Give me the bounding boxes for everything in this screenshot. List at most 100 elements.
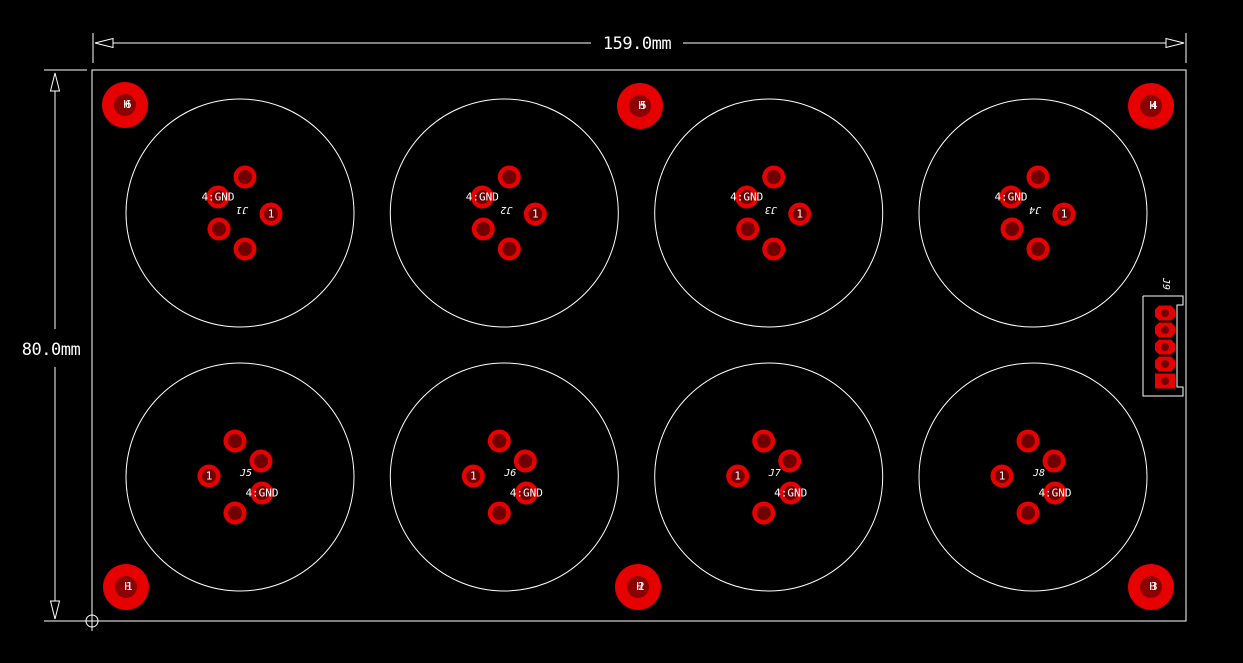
connector-pad-hole — [1161, 360, 1169, 368]
pad-hole — [739, 190, 754, 204]
pad-hole — [1004, 190, 1018, 204]
speaker-footprint-j3[interactable]: 4:GND 1 J3 — [654, 98, 884, 328]
pad-label-pin1: 1 — [796, 208, 803, 221]
speaker-footprint-j2[interactable]: 4:GND 1 J2 — [389, 98, 619, 328]
hole-drill — [115, 576, 137, 598]
pad-hole — [1031, 242, 1045, 256]
pad-hole — [475, 190, 490, 204]
connector-pad-hole — [1161, 343, 1169, 351]
pad-hole — [783, 486, 798, 500]
pad-hole — [766, 170, 781, 184]
pad-label-gnd: 4:GND — [245, 487, 278, 500]
origin-marker[interactable] — [82, 611, 102, 631]
pad-hole — [212, 222, 226, 236]
arrow-left-icon — [94, 37, 114, 49]
arrow-right-icon — [1165, 37, 1185, 49]
dimension-label-height: 80.0mm — [22, 340, 81, 360]
pad-label-gnd: 4:GND — [1038, 487, 1071, 500]
arrow-up-icon — [49, 72, 61, 92]
pad-hole — [740, 222, 755, 236]
hole-drill — [627, 576, 649, 598]
pad-hole — [502, 170, 517, 184]
hole-drill — [1140, 95, 1162, 117]
pad-hole — [730, 469, 745, 483]
ref-label: J1 — [236, 204, 249, 215]
pad-hole — [202, 469, 216, 483]
arrow-down-icon — [49, 600, 61, 620]
mounting-hole-h2[interactable]: H2 — [615, 564, 661, 610]
pad-label-pin1: 1 — [268, 208, 275, 221]
pad-hole — [264, 207, 278, 221]
pad-hole — [1057, 207, 1071, 221]
pad-hole — [792, 207, 807, 221]
speaker-footprint-j8[interactable]: 4:GND 1 J8 — [918, 362, 1148, 592]
pad-hole — [766, 242, 781, 256]
speaker-circle — [918, 98, 1148, 328]
dimension-horizontal[interactable]: 159.0mm — [92, 33, 1187, 63]
ref-label: J7 — [768, 468, 781, 479]
pad-hole — [502, 242, 517, 256]
pad-hole — [756, 506, 771, 520]
speaker-footprint-j1[interactable]: 4:GND 1 J1 — [125, 98, 355, 328]
hole-drill — [114, 94, 136, 116]
pad-label-pin1: 1 — [1061, 208, 1068, 221]
speaker-footprint-j4[interactable]: 4:GND 1 J4 — [918, 98, 1148, 328]
ref-label: J2 — [500, 204, 513, 215]
dimension-vertical[interactable]: 80.0mm — [22, 69, 87, 622]
origin-cross-icon — [82, 611, 102, 631]
speaker-circle — [654, 98, 884, 328]
pad-hole — [1021, 506, 1035, 520]
ref-label: J3 — [765, 204, 778, 215]
pad-hole — [228, 434, 242, 448]
connector-ref-label: J9 — [1160, 277, 1171, 290]
speaker-footprint-j6[interactable]: 4:GND 1 J6 — [389, 362, 619, 592]
speaker-circle — [125, 98, 355, 328]
pad-hole — [238, 242, 252, 256]
speaker-circle — [654, 362, 884, 592]
mounting-hole-h3[interactable]: H3 — [1128, 564, 1174, 610]
pad-hole — [519, 486, 534, 500]
board-outline[interactable] — [91, 69, 1187, 622]
pad-label-gnd: 4:GND — [730, 191, 763, 204]
pad-hole — [228, 506, 242, 520]
connector-pad-hole — [1161, 377, 1169, 385]
speaker-footprint-j7[interactable]: 4:GND 1 J7 — [654, 362, 884, 592]
pad-hole — [492, 506, 507, 520]
connector-outline — [1142, 295, 1184, 397]
pad-label-gnd: 4:GND — [466, 191, 499, 204]
pad-hole — [254, 454, 268, 468]
mounting-hole-h4[interactable]: H4 — [1128, 83, 1174, 129]
speaker-footprint-j5[interactable]: 4:GND 1 J5 — [125, 362, 355, 592]
pad-hole — [238, 170, 252, 184]
connector-pad-hole — [1161, 309, 1169, 317]
speaker-circle — [918, 362, 1148, 592]
pad-label-pin1: 1 — [532, 208, 539, 221]
pad-label-gnd: 4:GND — [510, 487, 543, 500]
hole-drill — [1140, 576, 1162, 598]
pad-hole — [782, 454, 797, 468]
pad-label-pin1: 1 — [734, 470, 741, 483]
ref-label: J5 — [239, 468, 252, 479]
pad-hole — [476, 222, 491, 236]
pad-label-pin1: 1 — [206, 470, 213, 483]
mounting-hole-h1[interactable]: H1 — [103, 564, 149, 610]
pad-hole — [255, 486, 269, 500]
speaker-circle — [389, 362, 619, 592]
pad-hole — [528, 207, 543, 221]
mounting-hole-h6[interactable]: H6 — [102, 82, 148, 128]
pad-hole — [211, 190, 225, 204]
pad-hole — [518, 454, 533, 468]
pad-label-gnd: 4:GND — [994, 191, 1027, 204]
pad-hole — [1031, 170, 1045, 184]
connector-j9[interactable]: J9 — [1142, 277, 1184, 397]
pad-label-pin1: 1 — [999, 470, 1006, 483]
hole-drill — [629, 95, 651, 117]
ref-label: J6 — [503, 468, 516, 479]
speaker-circle — [389, 98, 619, 328]
mounting-hole-h5[interactable]: H5 — [617, 83, 663, 129]
pad-label-gnd: 4:GND — [774, 487, 807, 500]
pad-hole — [995, 469, 1009, 483]
speaker-circle — [125, 362, 355, 592]
ref-label: J4 — [1029, 204, 1042, 215]
